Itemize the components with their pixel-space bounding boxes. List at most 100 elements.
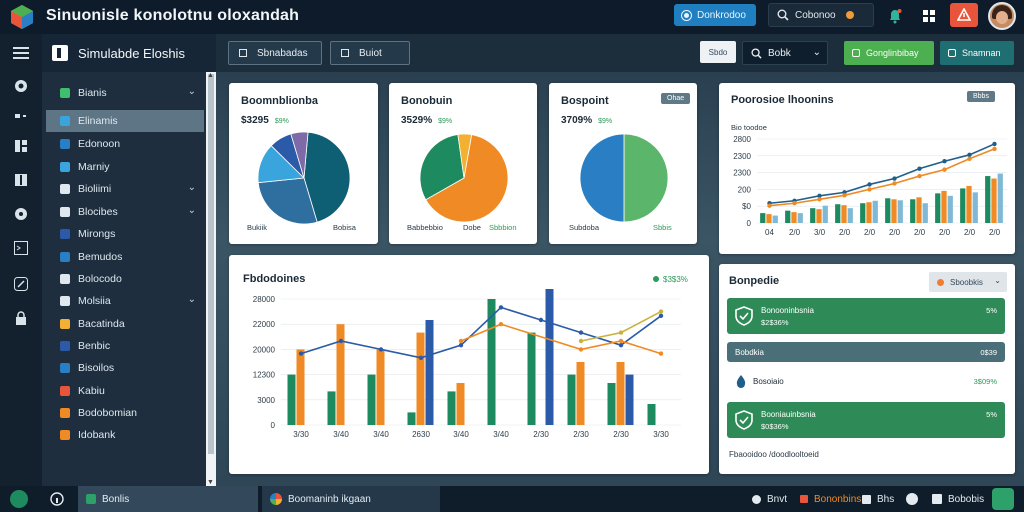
performance-card[interactable]: Poorosioe lhoonins Bbbs Bio toodoe 0 $0 20…: [719, 83, 1015, 254]
pie-card-2-legend-mid: Dobe: [463, 223, 481, 232]
sidebar-item-14[interactable]: Bodobomian: [46, 402, 204, 424]
y-tick-label: 0: [271, 421, 276, 430]
pie-card-3-badge[interactable]: Ohae: [661, 93, 691, 104]
chevron-down-icon[interactable]: ⌄: [187, 86, 196, 97]
apps-icon[interactable]: [918, 5, 940, 27]
sidebar-item-1[interactable]: Elinamis: [46, 110, 204, 132]
main-chart-legend-label: $3$3%: [663, 275, 688, 284]
sidebar-item-3[interactable]: Marniy: [46, 156, 204, 178]
toolbar-button-1[interactable]: Sbnabadas: [228, 41, 322, 65]
user-avatar[interactable]: [988, 2, 1016, 30]
bottom-item-5[interactable]: Bobobis: [932, 486, 984, 512]
series-line: [300, 306, 662, 359]
sidebar-item-8[interactable]: Bolocodo: [46, 268, 204, 290]
performance-card-badge[interactable]: Bbbs: [967, 91, 995, 102]
line-point: [498, 322, 504, 327]
right-panel-dropdown[interactable]: Sboobkis ⌄: [929, 272, 1007, 292]
chevron-down-icon[interactable]: ⌄: [187, 182, 196, 193]
pie-card-2[interactable]: Bonobuin 3529% $9% Babbebbio Dobe Sbbbion: [389, 83, 537, 244]
bell-icon[interactable]: [884, 5, 906, 27]
doc-icon: [86, 494, 96, 504]
line-point: [538, 317, 544, 323]
sidebar-item-0[interactable]: Bianis ⌄: [46, 82, 204, 104]
filter-chip[interactable]: Sbdo: [700, 41, 736, 63]
chevron-down-icon[interactable]: ⌄: [187, 294, 196, 305]
x-tick-label: 2630: [412, 430, 430, 439]
y-tick-label: 3000: [257, 396, 275, 405]
pie-card-3-value-text: 3709%: [561, 115, 593, 126]
sidebar-item-4[interactable]: Bioliimi ⌄: [46, 178, 204, 200]
bottom-tab-1[interactable]: Bonlis: [78, 486, 258, 512]
period-select[interactable]: Bobk ⌄: [742, 41, 828, 65]
toolbar-button-2[interactable]: Buiot: [330, 41, 410, 65]
sidebar-item-12[interactable]: Bisoilos: [46, 357, 204, 379]
lock-icon[interactable]: [11, 308, 31, 328]
pie-card-1-legend-left: Bukiik: [247, 223, 268, 232]
grid-icon[interactable]: [11, 136, 31, 156]
star-icon: [239, 49, 247, 57]
pie-card-3[interactable]: Bospoint Ohae 3709% $9% Subdoba Sbbis: [549, 83, 697, 244]
sidebar-scrollbar[interactable]: ▲ ▼: [206, 72, 216, 486]
sidebar-item-7[interactable]: Bemudos: [46, 246, 204, 268]
y-tick-label: 200: [738, 185, 752, 194]
square-icon: [60, 430, 70, 440]
bottom-logo-icon[interactable]: [10, 486, 34, 512]
green-action-button[interactable]: Gonglinbibay: [844, 41, 934, 65]
pin-icon: [752, 494, 761, 504]
search-box[interactable]: Cobonoo: [768, 3, 874, 27]
pie-card-2-title: Bonobuin: [401, 95, 453, 107]
scroll-down-icon[interactable]: ▼: [207, 479, 214, 486]
chevron-down-icon[interactable]: ⌄: [187, 205, 196, 216]
sidebar-item-label: Idobank: [78, 429, 116, 441]
teal-action-button[interactable]: Snamnan: [940, 41, 1014, 65]
x-tick-label: 2/0: [964, 228, 976, 237]
sidebar-item-9[interactable]: Molsiia ⌄: [46, 290, 204, 312]
bar: [841, 205, 847, 223]
sidebar-item-6[interactable]: Mirongs: [46, 223, 204, 245]
stat-row-4[interactable]: Booniauinbsnia $0$36% 5%: [727, 402, 1005, 438]
line-point: [967, 156, 972, 161]
main-chart-card[interactable]: Fbdodoines $3$3% 0 3000 12300 20000 22000 280…: [229, 255, 709, 474]
bottom-item-1[interactable]: Bnvt: [752, 486, 787, 512]
bottom-item-2[interactable]: Bononbins: [800, 486, 861, 512]
right-panel[interactable]: Bonpedie Sboobkis ⌄ Bonooninbsnia $2$36%…: [719, 264, 1015, 474]
sidebar-item-10[interactable]: Bacatinda: [46, 313, 204, 335]
terminal-icon[interactable]: [11, 238, 31, 258]
sidebar-item-13[interactable]: Kabiu: [46, 380, 204, 402]
sidebar-item-15[interactable]: Idobank: [46, 424, 204, 446]
x-tick-label: 2/0: [864, 228, 876, 237]
sidebar-item-2[interactable]: Edonoon: [46, 133, 204, 155]
stat-row-2[interactable]: Bobdkia 0$39: [727, 342, 1005, 362]
bar: [847, 208, 853, 223]
bar: [922, 203, 928, 223]
bottom-item-3[interactable]: Bhs: [862, 486, 894, 512]
menu-icon[interactable]: [11, 43, 31, 63]
bottom-item-6[interactable]: [992, 486, 1020, 512]
primary-action-button[interactable]: Donkrodoo: [674, 4, 756, 26]
bar: [376, 349, 385, 425]
sidebar-item-11[interactable]: Benbic: [46, 335, 204, 357]
bottom-item-3-label: Bhs: [877, 493, 895, 505]
pie-card-2-value-text: 3529%: [401, 115, 433, 126]
book-icon[interactable]: [11, 170, 31, 190]
bottom-info-icon[interactable]: [50, 486, 64, 512]
compass-icon[interactable]: [11, 274, 31, 294]
app-logo-icon[interactable]: [10, 4, 34, 30]
scroll-up-icon[interactable]: ▲: [207, 72, 214, 79]
alert-icon[interactable]: [950, 3, 978, 27]
bottom-item-4[interactable]: [906, 486, 924, 512]
stat-row-1[interactable]: Bonooninbsnia $2$36% 5%: [727, 298, 1005, 334]
right-panel-footer[interactable]: Fbaooidoo /doodlooltoeid: [729, 450, 819, 459]
target-icon[interactable]: [11, 204, 31, 224]
stat-row-3[interactable]: Bosoiaio 3$09%: [727, 370, 1005, 392]
square-icon: [60, 408, 70, 418]
bottom-tab-2[interactable]: Boomaninb ikgaan: [262, 486, 440, 512]
dots-icon[interactable]: [11, 106, 31, 126]
sidebar-item-5[interactable]: Blocibes ⌄: [46, 201, 204, 223]
globe-icon[interactable]: [11, 76, 31, 96]
scrollbar-thumb[interactable]: [208, 74, 214, 454]
square-icon: [60, 363, 70, 373]
bar: [607, 383, 616, 425]
x-tick-label: 2/0: [914, 228, 926, 237]
pie-card-1[interactable]: Boomnblionba $3295 $9% Bukiik Bobisa: [229, 83, 378, 244]
